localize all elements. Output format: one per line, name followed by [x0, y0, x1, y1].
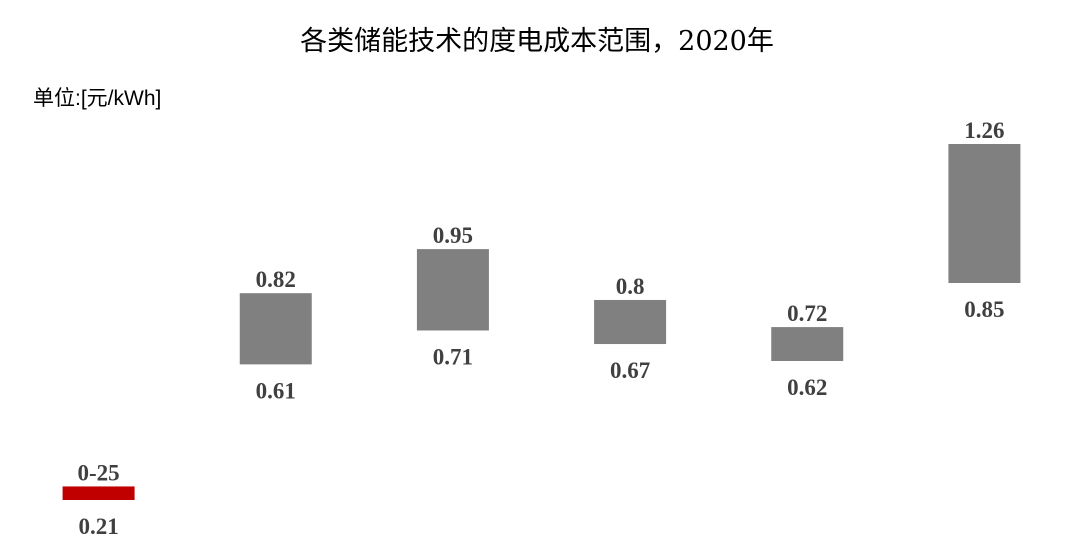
low-label: 0.61 — [256, 378, 296, 403]
high-label: 0.8 — [616, 274, 645, 299]
high-label: 1.26 — [964, 118, 1004, 143]
low-label: 0.71 — [433, 344, 473, 369]
low-label: 0.21 — [78, 514, 118, 539]
range-bar — [62, 486, 135, 500]
high-label: 0.95 — [433, 223, 473, 248]
chart-title: 各类储能技术的度电成本范围，2020年 — [300, 26, 774, 57]
range-bar — [771, 327, 844, 361]
low-label: 0.85 — [964, 297, 1004, 322]
high-label: 0.72 — [787, 301, 827, 326]
range-bar — [416, 249, 489, 331]
range-bar — [948, 144, 1021, 284]
high-label: 0.82 — [256, 267, 296, 292]
unit-label: 单位:[元/kWh] — [33, 87, 161, 110]
range-bar — [239, 293, 312, 365]
low-label: 0.62 — [787, 375, 827, 400]
range-bar — [594, 299, 667, 345]
low-label: 0.67 — [610, 358, 650, 383]
high-label: 0-25 — [77, 460, 119, 485]
